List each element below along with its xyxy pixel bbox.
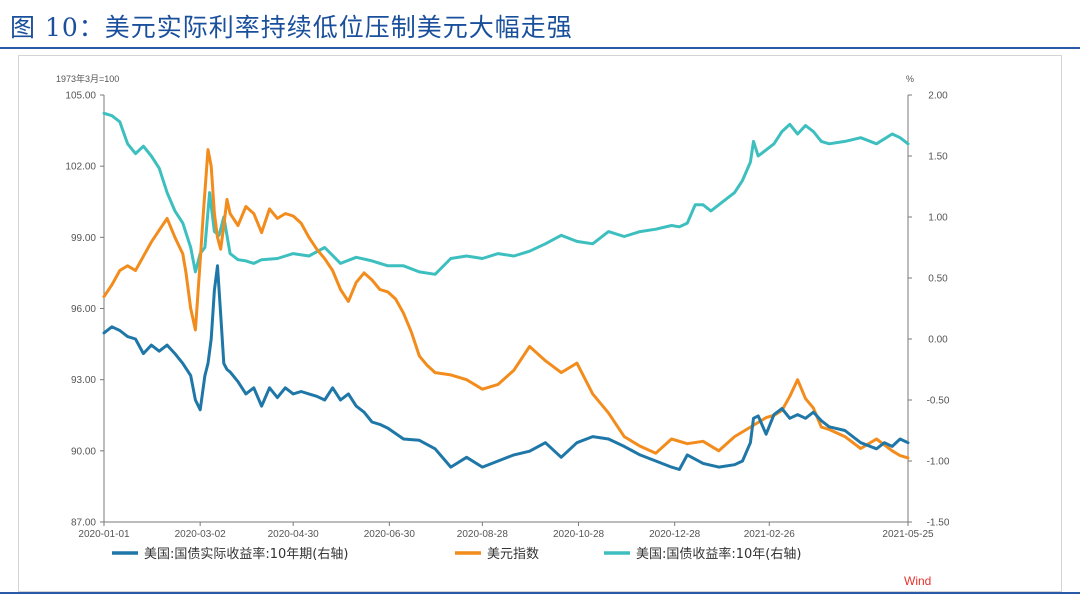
- source-label: Wind: [904, 574, 931, 588]
- left-tick-label: 96.00: [71, 304, 96, 315]
- series-line-2: [102, 148, 910, 460]
- x-tick-label: 2020-03-02: [175, 529, 227, 540]
- bottom-divider: [0, 592, 1080, 594]
- x-tick-label: 2020-10-28: [553, 529, 605, 540]
- x-tick-label: 2020-06-30: [364, 529, 416, 540]
- right-tick-label: -1.50: [927, 518, 950, 529]
- legend-label: 美国:国债收益率:10年(右轴): [636, 546, 801, 562]
- series-line-3: [102, 111, 910, 276]
- right-tick-label: -1.00: [927, 457, 950, 468]
- title-divider: [0, 47, 1080, 49]
- figure-title: 图 10：美元实际利率持续低位压制美元大幅走强: [10, 13, 573, 42]
- right-tick-label: 1.50: [928, 152, 948, 163]
- left-tick-label: 87.00: [71, 518, 96, 529]
- right-tick-label: 2.00: [928, 91, 948, 102]
- legend-label: 美国:国债实际收益率:10年期(右轴): [144, 546, 348, 562]
- right-tick-label: 0.00: [928, 335, 948, 346]
- x-tick-label: 2021-05-25: [882, 529, 934, 540]
- legend-label: 美元指数: [487, 547, 539, 562]
- right-tick-label: 0.50: [928, 274, 948, 285]
- x-tick-label: 2020-04-30: [268, 529, 320, 540]
- left-tick-label: 99.00: [71, 233, 96, 244]
- x-tick-label: 2020-08-28: [457, 529, 509, 540]
- series-line-1: [102, 264, 910, 471]
- chart-frame: [18, 55, 1062, 592]
- left-tick-label: 102.00: [65, 162, 96, 173]
- chart-axes: 105.00 102.00 99.00 96.00 93.00 90.00 87.00 2.0…: [56, 73, 950, 540]
- x-tick-label: 2021-02-26: [744, 529, 796, 540]
- x-tick-label: 2020-12-28: [649, 529, 701, 540]
- left-axis-unit: 1973年3月=100: [56, 73, 119, 84]
- right-tick-label: -0.50: [927, 396, 950, 407]
- x-tick-label: 2020-01-01: [78, 529, 130, 540]
- chart-series: [102, 111, 910, 471]
- left-tick-label: 90.00: [71, 446, 96, 457]
- left-tick-label: 105.00: [65, 91, 96, 102]
- right-axis-unit: %: [906, 74, 914, 84]
- left-tick-label: 93.00: [71, 375, 96, 386]
- chart-legend: 美国:国债实际收益率:10年期(右轴) 美元指数 美国:国债收益率:10年(右轴): [112, 546, 801, 562]
- right-tick-label: 1.00: [928, 213, 948, 224]
